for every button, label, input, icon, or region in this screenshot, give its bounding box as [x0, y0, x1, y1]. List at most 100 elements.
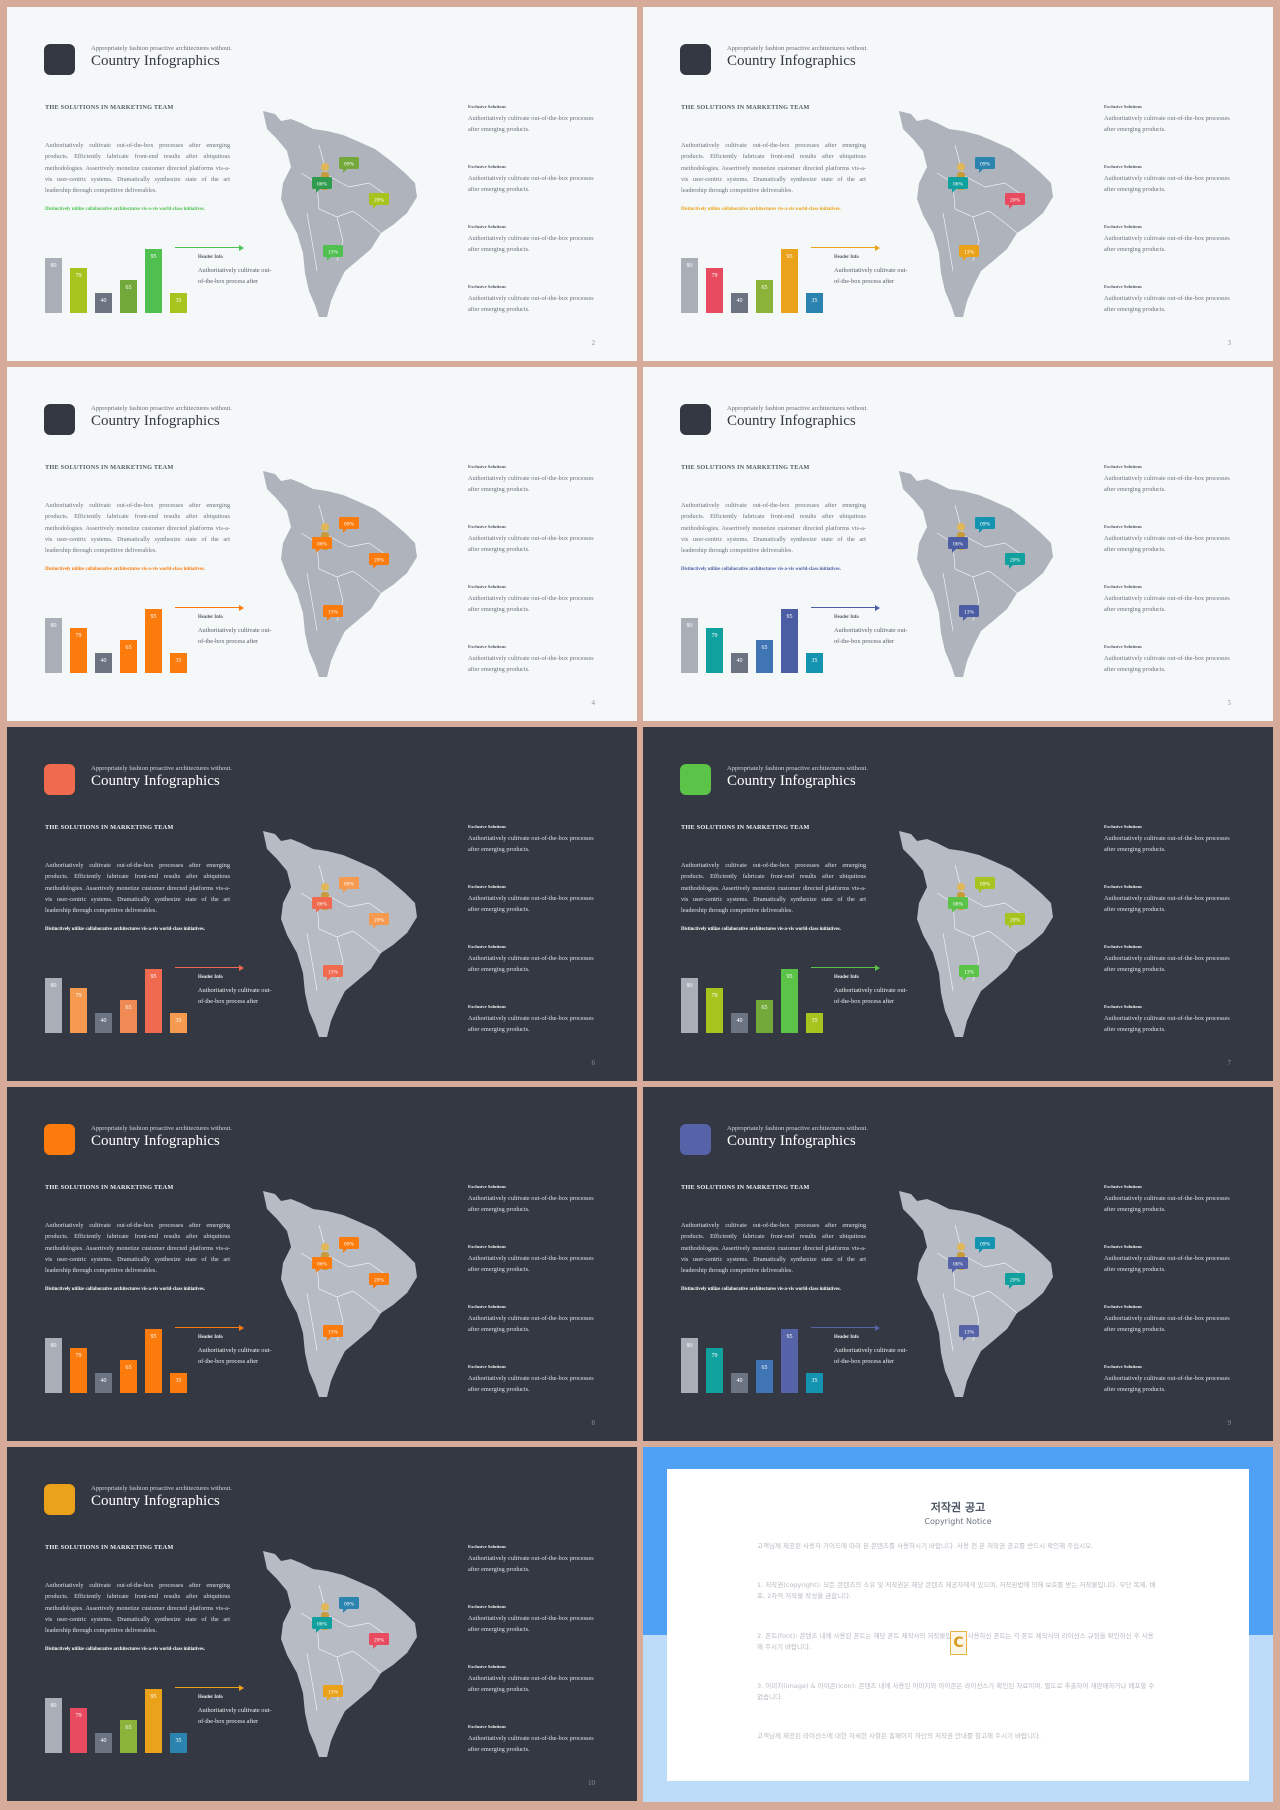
solution-item-1: Exclusive Solutions Authoritatively culti… — [468, 1183, 603, 1215]
country-borders — [300, 1584, 390, 1712]
solution-text: Authoritatively cultivate out-of-the-box… — [468, 655, 594, 673]
slide-8: Appropriately fashion proactive architec… — [7, 1087, 637, 1441]
solution-item-3: Exclusive Solutions Authoritatively culti… — [468, 223, 603, 255]
bar-label-4: 65 — [126, 1725, 132, 1731]
solution-item-3: Exclusive Solutions Authoritatively culti… — [1104, 583, 1239, 615]
bar-label-1: 80 — [687, 1343, 693, 1349]
bar-chart: 80 79 40 65 95 35 — [681, 609, 823, 673]
bar-5 — [145, 609, 162, 673]
header-info-title: Header Info — [198, 615, 223, 620]
arrow-right-icon — [875, 1324, 880, 1331]
header-line — [811, 607, 875, 608]
section-heading: THE SOLUTIONS IN MARKETING TEAM — [681, 824, 810, 831]
bar-5 — [145, 249, 162, 313]
solution-item-1: Exclusive Solutions Authoritatively culti… — [468, 463, 603, 495]
highlight-text: Distinctively utilize collaborative arch… — [681, 927, 841, 932]
country-borders — [936, 1224, 1026, 1352]
solution-text: Authoritatively cultivate out-of-the-box… — [468, 1735, 594, 1753]
south-america-map: 09% 06% 20% 13% — [263, 471, 417, 677]
solution-title: Exclusive Solutions — [468, 284, 506, 289]
solution-text: Authoritatively cultivate out-of-the-box… — [468, 955, 594, 973]
map-marker-3: 20% — [369, 553, 389, 569]
map-marker-label-1: 09% — [344, 882, 355, 888]
bar-label-4: 65 — [126, 1365, 132, 1371]
logo-square — [44, 404, 75, 435]
bar-4 — [120, 640, 137, 673]
slide-tagline: Appropriately fashion proactive architec… — [727, 1125, 868, 1132]
bar-2 — [706, 628, 723, 673]
slide-9: Appropriately fashion proactive architec… — [643, 1087, 1273, 1441]
bar-label-4: 65 — [762, 645, 768, 651]
map-marker-label-4: 13% — [328, 1690, 339, 1696]
solution-item-3: Exclusive Solutions Authoritatively culti… — [1104, 1303, 1239, 1335]
logo-square — [680, 44, 711, 75]
highlight-text: Distinctively utilize collaborative arch… — [45, 207, 205, 212]
solution-text: Authoritatively cultivate out-of-the-box… — [1104, 1195, 1230, 1213]
slide-tagline: Appropriately fashion proactive architec… — [727, 405, 868, 412]
solution-item-2: Exclusive Solutions Authoritatively culti… — [468, 523, 603, 555]
south-america-map: 09% 06% 20% 13% — [263, 1551, 417, 1757]
header-line — [175, 607, 239, 608]
south-america-map: 09% 06% 20% 13% — [263, 831, 417, 1037]
bar-5 — [781, 609, 798, 673]
copyright-subtitle: Copyright Notice — [924, 1517, 992, 1526]
bar-6 — [170, 653, 187, 673]
page-number: 6 — [591, 1059, 596, 1067]
page-number: 8 — [591, 1419, 596, 1427]
continent-shape — [263, 1191, 417, 1397]
map-marker-label-1: 09% — [344, 1242, 355, 1248]
map-marker-2: 06% — [948, 1257, 968, 1273]
solution-item-2: Exclusive Solutions Authoritatively culti… — [1104, 163, 1239, 195]
bar-4 — [756, 280, 773, 313]
bar-label-6: 35 — [176, 1378, 182, 1384]
bar-label-2: 79 — [712, 1353, 718, 1359]
map-marker-label-4: 13% — [328, 610, 339, 616]
solution-item-3: Exclusive Solutions Authoritatively culti… — [1104, 943, 1239, 975]
bar-label-2: 79 — [76, 273, 82, 279]
header-info-text: Authoritatively cultivate out-of-the-box… — [834, 1347, 908, 1365]
solution-item-4: Exclusive Solutions Authoritatively culti… — [468, 1363, 603, 1395]
highlight-text: Distinctively utilize collaborative arch… — [45, 1287, 205, 1292]
south-america-map: 09% 06% 20% 13% — [899, 111, 1053, 317]
map-marker-1: 09% — [975, 1237, 995, 1253]
solution-item-3: Exclusive Solutions Authoritatively culti… — [468, 583, 603, 615]
map-marker-3: 20% — [1005, 553, 1025, 569]
copyright-intro: 고객님께 제공된 사용자 가이드에 따라 본 콘텐츠를 사용하시기 바랍니다. … — [757, 1542, 1094, 1550]
bar-4 — [120, 1720, 137, 1753]
solution-item-3: Exclusive Solutions Authoritatively culti… — [468, 1663, 603, 1695]
continent-shape — [899, 1191, 1053, 1397]
slide-7: Appropriately fashion proactive architec… — [643, 727, 1273, 1081]
bar-label-4: 65 — [126, 1005, 132, 1011]
map-marker-4: 13% — [959, 245, 979, 261]
map-marker-label-3: 20% — [1010, 918, 1021, 924]
body-text: Authoritatively cultivate out-of-the-box… — [45, 1222, 230, 1275]
bar-label-3: 40 — [737, 298, 743, 304]
slide-tagline: Appropriately fashion proactive architec… — [727, 45, 868, 52]
map-marker-label-1: 09% — [344, 162, 355, 168]
map-marker-4: 13% — [323, 1325, 343, 1341]
header-line — [175, 247, 239, 248]
solution-text: Authoritatively cultivate out-of-the-box… — [468, 895, 594, 913]
map-marker-label-3: 20% — [374, 918, 385, 924]
map-marker-3: 20% — [369, 1273, 389, 1289]
south-america-map: 09% 06% 20% 13% — [899, 471, 1053, 677]
map-marker-1: 09% — [339, 1237, 359, 1253]
solution-text: Authoritatively cultivate out-of-the-box… — [468, 535, 594, 553]
bar-2 — [706, 1348, 723, 1393]
solution-item-2: Exclusive Solutions Authoritatively culti… — [468, 1603, 603, 1635]
bar-5 — [145, 969, 162, 1033]
map-marker-label-1: 09% — [980, 882, 991, 888]
map-marker-2: 06% — [312, 177, 332, 193]
section-heading: THE SOLUTIONS IN MARKETING TEAM — [681, 1184, 810, 1191]
bar-chart: 80 79 40 65 95 35 — [681, 249, 823, 313]
map-marker-label-1: 09% — [344, 522, 355, 528]
bar-label-1: 80 — [687, 623, 693, 629]
solution-text: Authoritatively cultivate out-of-the-box… — [1104, 1315, 1230, 1333]
solution-item-4: Exclusive Solutions Authoritatively culti… — [1104, 1363, 1239, 1395]
solution-item-4: Exclusive Solutions Authoritatively culti… — [468, 283, 603, 315]
bar-2 — [70, 988, 87, 1033]
map-marker-label-2: 06% — [317, 182, 328, 188]
body-text: Authoritatively cultivate out-of-the-box… — [45, 142, 230, 195]
solution-title: Exclusive Solutions — [1104, 944, 1142, 949]
solution-title: Exclusive Solutions — [468, 1544, 506, 1549]
